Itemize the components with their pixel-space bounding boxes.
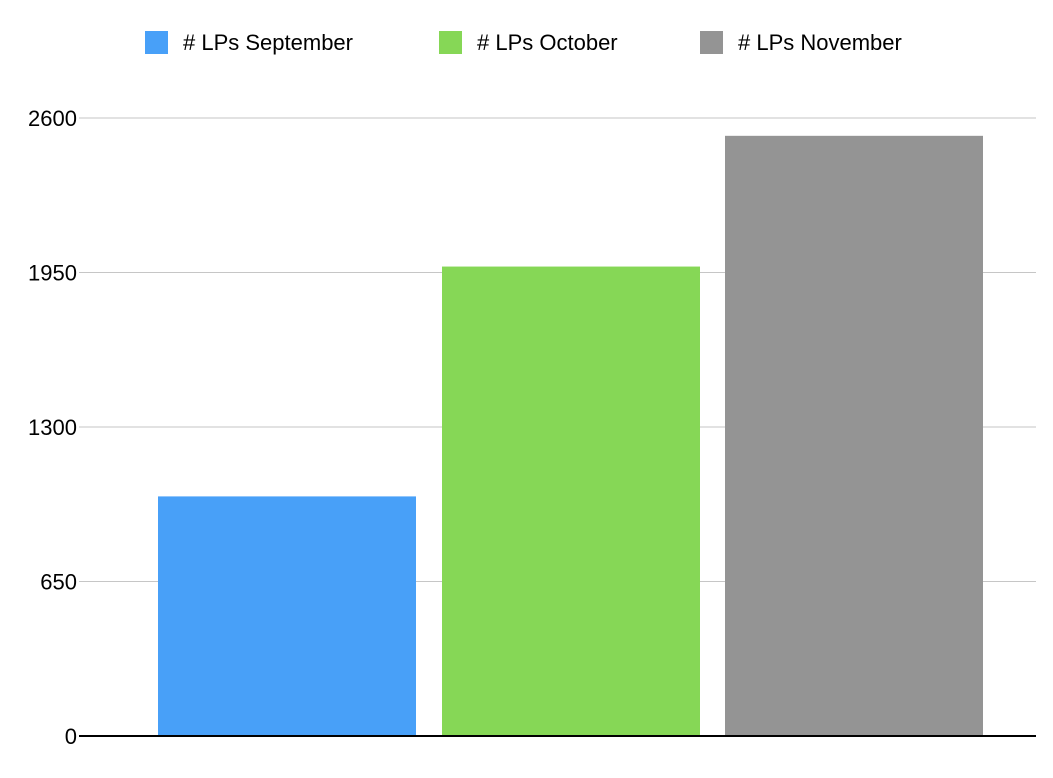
legend-label: # LPs September: [183, 30, 353, 55]
legend-item: # LPs September: [145, 30, 353, 55]
bar-lps-october: [442, 266, 700, 736]
legend: # LPs September # LPs October # LPs Novemb…: [145, 30, 902, 55]
y-axis: 0 650 1300 1950 2600: [28, 106, 77, 749]
legend-swatch: [700, 31, 723, 54]
y-tick-label: 1300: [28, 415, 77, 440]
legend-item: # LPs November: [700, 30, 902, 55]
bars: [158, 135, 983, 737]
legend-swatch: [145, 31, 168, 54]
y-tick-label: 0: [65, 724, 77, 749]
bar-lps-november: [725, 135, 983, 737]
legend-label: # LPs October: [477, 30, 618, 55]
y-tick-label: 650: [40, 570, 77, 595]
y-tick-label: 1950: [28, 261, 77, 286]
legend-label: # LPs November: [738, 30, 902, 55]
legend-item: # LPs October: [439, 30, 618, 55]
legend-swatch: [439, 31, 462, 54]
y-tick-label: 2600: [28, 106, 77, 131]
bar-lps-september: [158, 496, 416, 736]
